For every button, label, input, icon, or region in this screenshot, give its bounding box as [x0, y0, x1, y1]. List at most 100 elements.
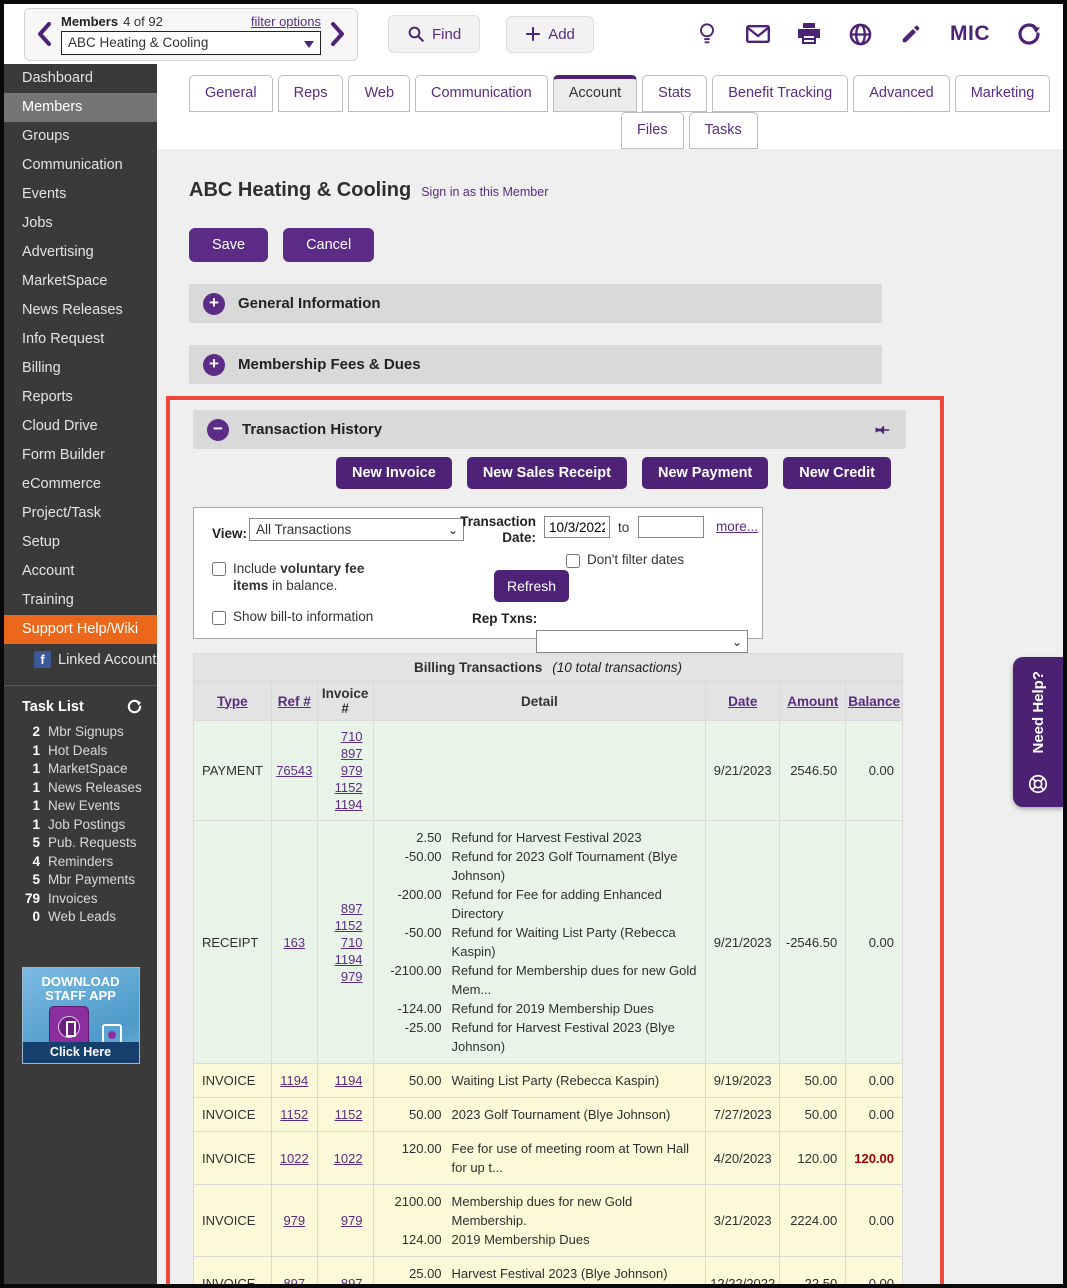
ref-link[interactable]: 163: [283, 934, 306, 950]
sidebar-item-communication[interactable]: Communication: [22, 157, 123, 173]
task-list-item[interactable]: 5 Mbr Payments: [4, 871, 157, 890]
invoice-link[interactable]: 1022: [333, 1150, 363, 1166]
task-list-item[interactable]: 5 Pub. Requests: [4, 834, 157, 853]
sidebar-item-reports[interactable]: Reports: [22, 389, 73, 405]
invoice-link[interactable]: 897: [340, 746, 363, 761]
general-information-accordion[interactable]: + General Information: [189, 284, 882, 323]
invoice-link[interactable]: 1152: [334, 917, 363, 933]
task-list-item[interactable]: 1 Hot Deals: [4, 742, 157, 761]
task-label[interactable]: Reminders: [48, 853, 114, 869]
task-list-item[interactable]: 1 News Releases: [4, 779, 157, 798]
tab-files[interactable]: Files: [621, 112, 684, 149]
refresh-button[interactable]: Refresh: [494, 570, 570, 602]
col-header-amount[interactable]: Amount: [779, 681, 847, 721]
need-help-tab[interactable]: Need Help?: [1013, 657, 1063, 807]
tab-reps[interactable]: Reps: [277, 75, 344, 112]
sidebar-item-dashboard[interactable]: Dashboard: [22, 70, 93, 86]
tab-account[interactable]: Account: [552, 75, 638, 112]
more-link[interactable]: more...: [716, 519, 759, 534]
sidebar-item-training[interactable]: Training: [22, 592, 74, 608]
staff-app-banner[interactable]: DOWNLOAD STAFF APP Click Here: [21, 966, 140, 1064]
tab-general[interactable]: General: [189, 75, 273, 112]
col-header-type[interactable]: Type: [193, 681, 272, 721]
sidebar-item-info-request[interactable]: Info Request: [22, 331, 105, 347]
tab-stats[interactable]: Stats: [642, 75, 708, 112]
ref-link[interactable]: 1022: [279, 1150, 309, 1166]
invoice-link[interactable]: 979: [340, 968, 363, 984]
sidebar-item-form-builder[interactable]: Form Builder: [22, 447, 105, 463]
transaction-history-accordion[interactable]: − Transaction History: [193, 410, 906, 449]
tab-web[interactable]: Web: [348, 75, 411, 112]
task-label[interactable]: Mbr Payments: [48, 872, 136, 887]
invoice-link[interactable]: 1152: [334, 780, 363, 795]
tab-benefit-tracking[interactable]: Benefit Tracking: [712, 75, 849, 112]
task-label[interactable]: News Releases: [48, 779, 142, 795]
include-voluntary-checkbox[interactable]: [212, 562, 226, 576]
pencil-icon[interactable]: [899, 22, 923, 46]
sidebar-item-jobs[interactable]: Jobs: [22, 215, 53, 231]
tab-marketing[interactable]: Marketing: [954, 75, 1051, 112]
sidebar-item-account[interactable]: Account: [22, 563, 75, 579]
sidebar-item-marketspace[interactable]: MarketSpace: [22, 273, 108, 289]
invoice-link[interactable]: 1194: [334, 1073, 363, 1088]
task-label[interactable]: Mbr Signups: [48, 724, 124, 739]
task-label[interactable]: Web Leads: [48, 909, 117, 924]
invoice-link[interactable]: 1152: [334, 1107, 363, 1122]
find-button[interactable]: Find: [388, 15, 481, 53]
task-list-refresh-icon[interactable]: [126, 698, 143, 715]
col-header-balance[interactable]: Balance: [845, 681, 903, 721]
invoice-link[interactable]: 897: [340, 900, 363, 916]
new-invoice-button[interactable]: New Invoice: [336, 457, 452, 489]
rep-txns-select[interactable]: ⌄: [536, 630, 748, 653]
filter-options-link[interactable]: filter options: [250, 13, 321, 29]
task-list-item[interactable]: 1 MarketSpace: [4, 760, 157, 779]
show-billto-checkbox[interactable]: [212, 611, 226, 625]
globe-icon[interactable]: [848, 22, 872, 46]
invoice-link[interactable]: 979: [340, 1213, 363, 1228]
task-list-item[interactable]: 0 Web Leads: [4, 908, 157, 927]
task-list-item[interactable]: 2 Mbr Signups: [4, 723, 157, 742]
sidebar-item-billing[interactable]: Billing: [22, 360, 61, 376]
date-from-input[interactable]: [544, 516, 610, 538]
invoice-link[interactable]: 897: [340, 1275, 363, 1285]
sidebar-item-news-releases[interactable]: News Releases: [22, 302, 123, 318]
ref-link[interactable]: 1194: [280, 1073, 309, 1088]
tab-advanced[interactable]: Advanced: [853, 75, 950, 112]
sidebar-item-cloud-drive[interactable]: Cloud Drive: [22, 418, 98, 434]
task-label[interactable]: Job Postings: [48, 816, 126, 832]
invoice-link[interactable]: 1194: [334, 797, 363, 812]
task-list-item[interactable]: 1 New Events: [4, 797, 157, 816]
save-button[interactable]: Save: [189, 228, 269, 262]
col-header-date[interactable]: Date: [705, 681, 781, 721]
task-list-item[interactable]: 4 Reminders: [4, 853, 157, 872]
new-sales-receipt-button[interactable]: New Sales Receipt: [466, 457, 627, 489]
invoice-link[interactable]: 979: [340, 763, 363, 778]
new-payment-button[interactable]: New Payment: [641, 457, 769, 489]
invoice-link[interactable]: 710: [340, 934, 363, 950]
sidebar-item-advertising[interactable]: Advertising: [22, 244, 94, 260]
lightbulb-icon[interactable]: [695, 22, 719, 46]
cancel-button[interactable]: Cancel: [283, 228, 375, 262]
membership-fees-accordion[interactable]: + Membership Fees & Dues: [189, 345, 882, 384]
sidebar-item-support-help-wiki[interactable]: Support Help/Wiki: [4, 615, 157, 644]
sidebar-item-members[interactable]: Members: [4, 93, 157, 122]
tab-communication[interactable]: Communication: [415, 75, 548, 112]
new-credit-button[interactable]: New Credit: [783, 457, 892, 489]
sidebar-item-ecommerce[interactable]: eCommerce: [22, 476, 101, 492]
sidebar-item-linked-account[interactable]: f Linked Account: [4, 644, 157, 675]
task-list-item[interactable]: 1 Job Postings: [4, 816, 157, 835]
task-list-item[interactable]: 79 Invoices: [4, 890, 157, 909]
sidebar-item-events[interactable]: Events: [22, 186, 67, 202]
task-label[interactable]: New Events: [48, 798, 121, 813]
date-to-input[interactable]: [638, 516, 704, 538]
tab-tasks[interactable]: Tasks: [688, 112, 758, 149]
previous-member-button[interactable]: [33, 19, 55, 49]
next-member-button[interactable]: [327, 19, 349, 49]
col-header-ref[interactable]: Ref #: [270, 681, 318, 721]
invoice-link[interactable]: 1194: [334, 951, 363, 967]
sidebar-item-project-task[interactable]: Project/Task: [22, 505, 101, 521]
printer-icon[interactable]: [797, 22, 821, 46]
task-label[interactable]: Pub. Requests: [48, 835, 137, 850]
dont-filter-dates-checkbox[interactable]: [566, 554, 580, 568]
add-button[interactable]: Add: [506, 15, 594, 53]
